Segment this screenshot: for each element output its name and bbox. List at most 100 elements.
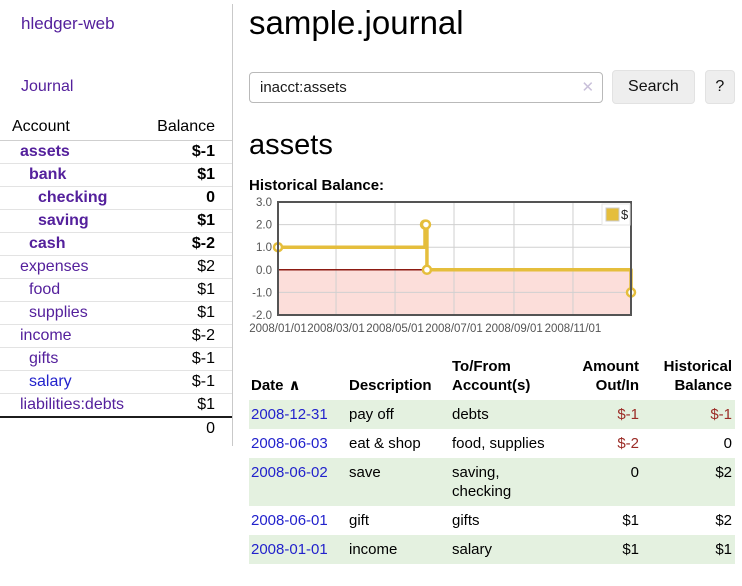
register-table-body: 2008-12-31 pay off debts $-1 $-1 2008-06-03 ea… [249, 400, 735, 564]
legend-swatch [605, 207, 620, 222]
transaction-amount: $-2 [617, 435, 639, 452]
transaction-description: income [349, 541, 398, 558]
account-row: income $-2 [0, 324, 232, 348]
y-axis-tick-label: 3.0 [256, 197, 272, 209]
search-button[interactable]: Search [612, 70, 695, 104]
account-link[interactable]: income [20, 327, 72, 344]
table-row: 2008-06-01 gift gifts $1 $2 [249, 506, 735, 535]
transaction-amount: $1 [622, 512, 639, 529]
journal-link[interactable]: Journal [21, 78, 74, 95]
table-row: 2008-06-02 save saving, checking 0 $2 [249, 458, 735, 506]
transaction-amount: $1 [622, 541, 639, 558]
page-title: sample.journal [249, 4, 464, 41]
transaction-date[interactable]: 2008-06-02 [251, 464, 328, 481]
account-link[interactable]: assets [20, 143, 70, 160]
transaction-balance: $1 [715, 541, 732, 558]
account-balance: $1 [144, 209, 232, 233]
date-column-header[interactable]: Date ∧ [251, 377, 301, 394]
account-heading: assets [249, 129, 333, 161]
account-link[interactable]: saving [38, 212, 89, 229]
y-axis-tick-label: 0.0 [256, 265, 272, 277]
balance-column-header: Historical Balance [663, 358, 732, 394]
account-balance: $-1 [144, 370, 232, 394]
account-row: bank $1 [0, 163, 232, 187]
plot-border [277, 201, 632, 316]
account-link[interactable]: liabilities:debts [20, 395, 125, 413]
account-link[interactable]: gifts [29, 350, 59, 367]
y-axis-tick-label: -2.0 [252, 310, 272, 322]
account-row: food $1 [0, 278, 232, 302]
sort-ascending-icon: ∧ [288, 377, 301, 394]
account-link[interactable]: food [29, 281, 61, 298]
account-row: supplies $1 [0, 301, 232, 325]
transaction-accounts: debts [452, 406, 489, 423]
transaction-date[interactable]: 2008-12-31 [251, 406, 328, 423]
clear-search-icon[interactable]: ✕ [581, 78, 595, 96]
x-axis-tick-label: 2008/09/01 [485, 323, 543, 335]
accounts-table-body: assets $-1 bank $1 checking 0 saving $1 cash $-2 e… [0, 140, 232, 417]
account-row: expenses $2 [0, 255, 232, 279]
description-column-header: Description [349, 377, 432, 394]
transaction-balance: 0 [723, 435, 732, 452]
y-axis-tick-label: -1.0 [252, 287, 272, 299]
account-row: assets $-1 [0, 140, 232, 164]
account-link[interactable]: supplies [29, 304, 88, 321]
chart-label: Historical Balance: [249, 177, 385, 194]
x-axis-tick-label: 2008/05/01 [366, 323, 424, 335]
transaction-accounts: gifts [452, 512, 480, 529]
transaction-description: eat & shop [349, 435, 421, 452]
table-row: 2008-06-03 eat & shop food, supplies $-2 0 [249, 429, 735, 458]
account-name-cell: liabilities:debts [0, 393, 145, 417]
accounts-total-row: 0 [0, 415, 232, 440]
accounts-table: Account Balance assets $-1 bank $1 checking 0… [0, 116, 232, 440]
account-balance: $1 [144, 278, 232, 302]
accounts-table-header: Account Balance [0, 116, 232, 141]
accounts-column-header: To/From Account(s) [452, 358, 531, 394]
table-row: 2008-01-01 income salary $1 $1 [249, 535, 735, 564]
transaction-amount: $-1 [617, 406, 639, 423]
account-name-cell: gifts [0, 347, 145, 371]
account-row: checking 0 [0, 186, 232, 210]
account-name-cell: supplies [0, 301, 145, 325]
account-name-cell: salary [0, 370, 145, 394]
balance-column-header: Balance [144, 116, 232, 141]
y-axis-tick-label: 2.0 [256, 220, 272, 232]
x-axis-tick-label: 2008/03/01 [307, 323, 365, 335]
account-balance: $-2 [144, 232, 232, 256]
table-row: 2008-12-31 pay off debts $-1 $-1 [249, 400, 735, 429]
data-point-marker [420, 219, 432, 230]
account-link[interactable]: salary [29, 373, 72, 390]
account-name-cell: cash [0, 232, 145, 256]
transaction-date[interactable]: 2008-06-03 [251, 435, 328, 452]
account-link[interactable]: bank [29, 166, 67, 183]
nav-journal: Journal [21, 78, 232, 96]
account-balance: $-1 [144, 347, 232, 371]
transaction-accounts: salary [452, 541, 493, 558]
transaction-balance: $2 [715, 512, 732, 529]
transaction-date[interactable]: 2008-01-01 [251, 541, 328, 558]
amount-column-header: Amount Out/In [582, 358, 639, 394]
account-link[interactable]: expenses [20, 258, 89, 275]
search-input[interactable] [249, 71, 604, 103]
app-title[interactable]: hledger-web [21, 14, 115, 33]
account-balance: 0 [144, 186, 232, 210]
accounts-total-value: 0 [144, 415, 232, 440]
account-balance: $-1 [144, 140, 232, 164]
account-balance: $2 [144, 255, 232, 279]
account-name-cell: assets [0, 140, 145, 164]
account-row: gifts $-1 [0, 347, 232, 371]
transaction-description: pay off [349, 406, 394, 423]
account-name-cell: expenses [0, 255, 145, 279]
sidebar: hledger-web Journal Account Balance asse… [0, 4, 233, 446]
account-link[interactable]: cash [29, 235, 66, 252]
y-axis-tick-label: 1.0 [256, 242, 272, 254]
account-name-cell: food [0, 278, 145, 302]
transaction-date[interactable]: 2008-06-01 [251, 512, 328, 529]
help-button[interactable]: ? [704, 70, 735, 104]
transaction-balance: $2 [715, 464, 732, 481]
register-header-row: Date ∧ Description To/From Account(s) Amo… [249, 354, 735, 400]
register-table: Date ∧ Description To/From Account(s) Amo… [249, 354, 735, 564]
account-name-cell: bank [0, 163, 145, 187]
account-link[interactable]: checking [38, 189, 108, 206]
